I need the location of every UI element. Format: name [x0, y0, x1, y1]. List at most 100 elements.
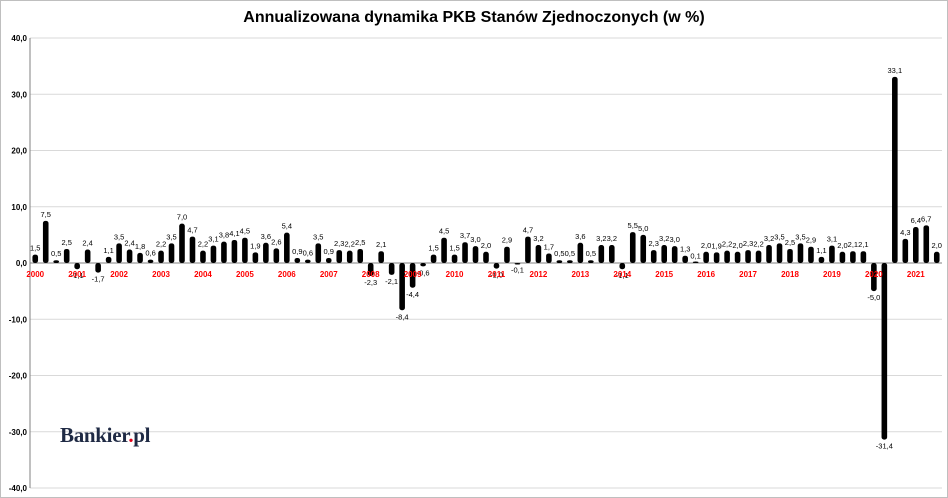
x-tick-label: 2004 — [194, 270, 212, 279]
data-label: 3,8 — [219, 231, 229, 240]
bar — [126, 249, 133, 263]
bar — [933, 251, 940, 263]
bar — [420, 263, 426, 267]
bar — [514, 263, 521, 265]
bar — [787, 248, 793, 263]
bar — [231, 239, 238, 263]
y-tick-label: 30,0 — [11, 90, 27, 99]
x-tick-label: 2014 — [613, 270, 631, 279]
y-tick-label: 10,0 — [11, 203, 27, 212]
bar — [168, 243, 175, 263]
data-label: 0,5 — [554, 249, 564, 258]
x-tick-label: 2017 — [739, 270, 757, 279]
data-label: -2,3 — [364, 278, 377, 287]
bar — [546, 253, 552, 263]
bar — [682, 255, 688, 263]
data-label: 2,2 — [753, 240, 763, 249]
bar — [441, 237, 447, 263]
data-label: 1,1 — [103, 246, 113, 255]
bar — [294, 257, 301, 263]
bar — [304, 259, 311, 263]
x-tick-label: 2008 — [362, 270, 380, 279]
data-label: 4,7 — [187, 226, 197, 235]
data-label: 0,5 — [51, 249, 61, 258]
bankier-logo: Bankier.pl — [60, 423, 151, 448]
data-label: 2,6 — [271, 237, 281, 246]
bar — [472, 246, 479, 263]
data-label: 0,6 — [303, 249, 313, 258]
data-label: 6,4 — [911, 216, 921, 225]
data-label: -4,4 — [406, 290, 419, 299]
bar — [860, 251, 867, 263]
data-label: 2,2 — [345, 240, 355, 249]
data-label: 3,7 — [460, 231, 470, 240]
data-label: 5,5 — [628, 221, 638, 230]
data-label: 2,2 — [722, 240, 732, 249]
data-label: 0,1 — [690, 251, 700, 260]
bar — [399, 263, 405, 311]
data-label: -1,0 — [490, 271, 503, 280]
data-label: -1,1 — [616, 271, 629, 280]
data-label: 1,3 — [680, 245, 690, 254]
bar — [776, 243, 783, 263]
data-label: 2,3 — [334, 239, 344, 248]
data-label: 3,5 — [774, 232, 784, 241]
data-label: 3,5 — [795, 232, 805, 241]
bar — [577, 242, 584, 263]
data-label: 7,0 — [177, 213, 187, 222]
data-label: -1,7 — [92, 275, 105, 284]
x-tick-label: 2003 — [152, 270, 170, 279]
data-label: 1,9 — [250, 241, 260, 250]
bar — [63, 248, 70, 263]
x-tick-label: 2009 — [404, 270, 422, 279]
x-tick-label: 2015 — [655, 270, 673, 279]
bar — [808, 246, 814, 263]
x-tick-label: 2020 — [865, 270, 883, 279]
x-tick-label: 2002 — [110, 270, 128, 279]
data-label: -5,0 — [867, 293, 880, 302]
bar — [346, 250, 353, 263]
data-label: 3,2 — [596, 234, 606, 243]
bar — [200, 250, 206, 263]
bar — [32, 254, 39, 263]
bar — [504, 246, 510, 263]
bar — [902, 238, 909, 263]
bar — [462, 242, 468, 263]
bar — [724, 250, 730, 263]
bar — [871, 263, 877, 292]
x-tick-label: 2001 — [68, 270, 86, 279]
data-label: 4,7 — [523, 226, 533, 235]
data-label: 3,6 — [261, 232, 271, 241]
data-label: 3,1 — [827, 235, 837, 244]
data-label: 3,5 — [114, 232, 124, 241]
data-label: 4,3 — [900, 228, 910, 237]
bar — [892, 76, 898, 263]
bar — [284, 232, 290, 263]
bar — [755, 250, 762, 263]
x-tick-label: 2005 — [236, 270, 254, 279]
y-tick-label: -10,0 — [9, 315, 28, 324]
bar — [263, 242, 269, 263]
bar — [713, 252, 720, 263]
bar — [336, 250, 343, 263]
data-label: 1,5 — [449, 244, 459, 253]
data-label: 1,9 — [711, 241, 721, 250]
y-tick-label: -40,0 — [9, 484, 28, 493]
bar — [378, 251, 384, 263]
y-tick-label: -30,0 — [9, 428, 28, 437]
data-label: 3,2 — [659, 234, 669, 243]
y-tick-label: 0,0 — [16, 259, 28, 268]
logo-suffix: pl — [133, 423, 151, 447]
data-label: 3,2 — [764, 234, 774, 243]
bar — [661, 245, 668, 263]
y-tick-label: 40,0 — [11, 34, 27, 43]
bar — [53, 260, 60, 263]
bar — [692, 261, 699, 263]
bar — [797, 243, 804, 263]
bar — [388, 263, 395, 275]
bar — [242, 237, 248, 263]
x-tick-label: 2013 — [571, 270, 589, 279]
bar — [535, 245, 542, 263]
y-tick-label: -20,0 — [9, 372, 28, 381]
